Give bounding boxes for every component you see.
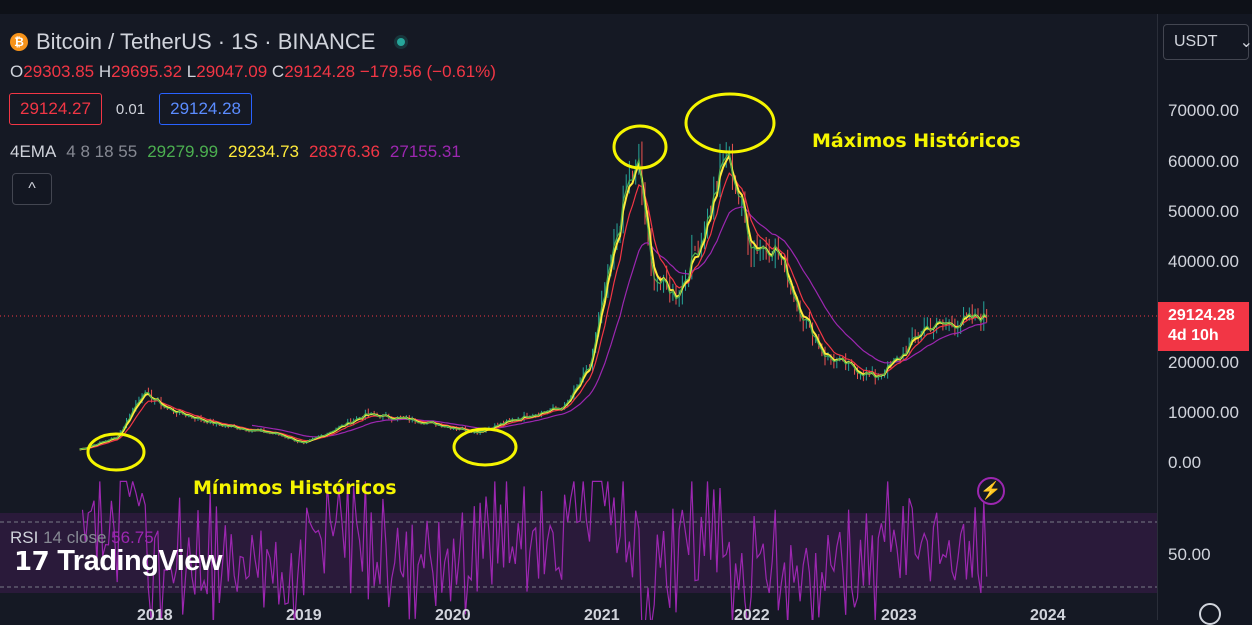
open-value: 29303.85: [23, 62, 95, 81]
collapse-legend-button[interactable]: ^: [12, 173, 52, 205]
annotation-lows: Mínimos Históricos: [193, 477, 397, 499]
chevron-down-icon: ⌄: [1239, 34, 1252, 51]
sell-button[interactable]: 29124.27: [9, 93, 102, 125]
high-value: 29695.32: [111, 62, 183, 81]
high-circle-nov-2021: [684, 92, 776, 154]
time-label-2021: 2021: [584, 607, 620, 624]
trade-buttons: 29124.27 0.01 29124.28: [9, 93, 253, 125]
symbol-header: ₿ Bitcoin / TetherUS · 1S · BINANCE: [10, 28, 408, 56]
candles: [81, 141, 988, 450]
ema-18-value: 28376.36: [309, 142, 380, 161]
rsi-name: RSI: [10, 528, 39, 547]
price-label-50000: 50000.00: [1168, 202, 1239, 221]
price-label-70000: 70000.00: [1168, 101, 1239, 120]
low-value: 29047.09: [196, 62, 268, 81]
price-label-20000: 20000.00: [1168, 353, 1239, 372]
rsi-level-label: 50.00: [1168, 545, 1211, 564]
rsi-params: 14 close: [43, 528, 107, 547]
tradingview-wordmark: TradingView: [57, 545, 222, 577]
symbol-title[interactable]: Bitcoin / TetherUS · 1S · BINANCE: [36, 29, 376, 54]
bitcoin-logo-icon: ₿: [10, 33, 28, 51]
ema-8-line: [79, 153, 988, 451]
ema-indicator-name: 4EMA: [10, 142, 57, 161]
ema-55-line: [251, 206, 987, 438]
time-label-2024: 2024: [1030, 607, 1066, 624]
time-label-2018: 2018: [137, 607, 173, 624]
annotation-highs: Máximos Históricos: [812, 130, 1021, 152]
ema-8-value: 29234.73: [228, 142, 300, 161]
last-price-value: 29124.28: [1168, 307, 1235, 324]
chevron-up-icon: ^: [28, 180, 36, 197]
rsi-legend[interactable]: RSI 14 close 56.75: [10, 528, 154, 548]
rsi-line: [81, 480, 988, 620]
time-label-2020: 2020: [435, 607, 471, 624]
price-label-60000: 60000.00: [1168, 152, 1239, 171]
ema-18-line: [79, 172, 987, 451]
high-circle-april-2021: [612, 124, 668, 170]
tradingview-mark-icon: 17: [14, 546, 50, 577]
tradingview-logo[interactable]: 17 TradingView: [14, 545, 222, 578]
rsi-value: 56.75: [111, 528, 154, 547]
currency-selector[interactable]: USDT ⌄: [1163, 24, 1252, 60]
ema-legend[interactable]: 4EMA 4 8 18 55 29279.99 29234.73 28376.3…: [10, 142, 461, 162]
time-label-2019: 2019: [286, 607, 322, 624]
price-label-0: 0.00: [1168, 453, 1202, 472]
gear-icon[interactable]: [1199, 603, 1221, 625]
currency-value: USDT: [1174, 33, 1218, 50]
spread-value: 0.01: [115, 100, 146, 118]
change-value: −179.56 (−0.61%): [359, 62, 496, 81]
ema-4-line: [79, 151, 988, 451]
ohlc-values: O29303.85 H29695.32 L29047.09 C29124.28 …: [10, 62, 496, 81]
ema-params: 4 8 18 55: [66, 142, 138, 161]
low-circle-2018: [86, 432, 146, 472]
price-label-10000: 10000.00: [1168, 403, 1239, 422]
bar-countdown: 4d 10h: [1168, 327, 1219, 344]
last-price-tag: 29124.28 4d 10h: [1158, 302, 1249, 351]
buy-button[interactable]: 29124.28: [159, 93, 253, 125]
close-value: 29124.28: [284, 62, 356, 81]
low-circle-2020: [452, 427, 518, 467]
time-label-2023: 2023: [881, 607, 917, 624]
price-label-40000: 40000.00: [1168, 252, 1239, 271]
time-label-2022: 2022: [734, 607, 770, 624]
ema-55-value: 27155.31: [389, 142, 461, 161]
market-open-icon: [393, 35, 408, 49]
ema-4-value: 29279.99: [147, 142, 219, 161]
flash-icon[interactable]: ⚡: [977, 477, 1005, 505]
